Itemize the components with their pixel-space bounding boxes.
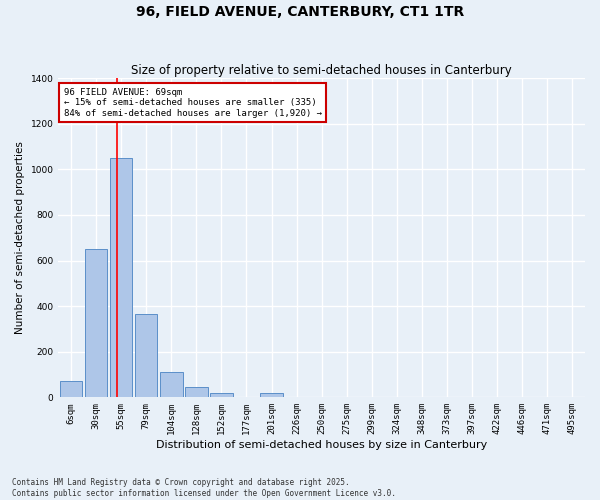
Bar: [85, 249, 107, 398]
Text: 96 FIELD AVENUE: 69sqm
← 15% of semi-detached houses are smaller (335)
84% of se: 96 FIELD AVENUE: 69sqm ← 15% of semi-det…: [64, 88, 322, 118]
Title: Size of property relative to semi-detached houses in Canterbury: Size of property relative to semi-detach…: [131, 64, 512, 77]
Text: Contains HM Land Registry data © Crown copyright and database right 2025.
Contai: Contains HM Land Registry data © Crown c…: [12, 478, 396, 498]
Bar: [110, 158, 133, 398]
Bar: [260, 393, 283, 398]
Y-axis label: Number of semi-detached properties: Number of semi-detached properties: [15, 142, 25, 334]
Bar: [135, 314, 157, 398]
Bar: [185, 387, 208, 398]
Bar: [210, 393, 233, 398]
X-axis label: Distribution of semi-detached houses by size in Canterbury: Distribution of semi-detached houses by …: [156, 440, 487, 450]
Text: 96, FIELD AVENUE, CANTERBURY, CT1 1TR: 96, FIELD AVENUE, CANTERBURY, CT1 1TR: [136, 5, 464, 19]
Bar: [160, 372, 182, 398]
Bar: [59, 382, 82, 398]
